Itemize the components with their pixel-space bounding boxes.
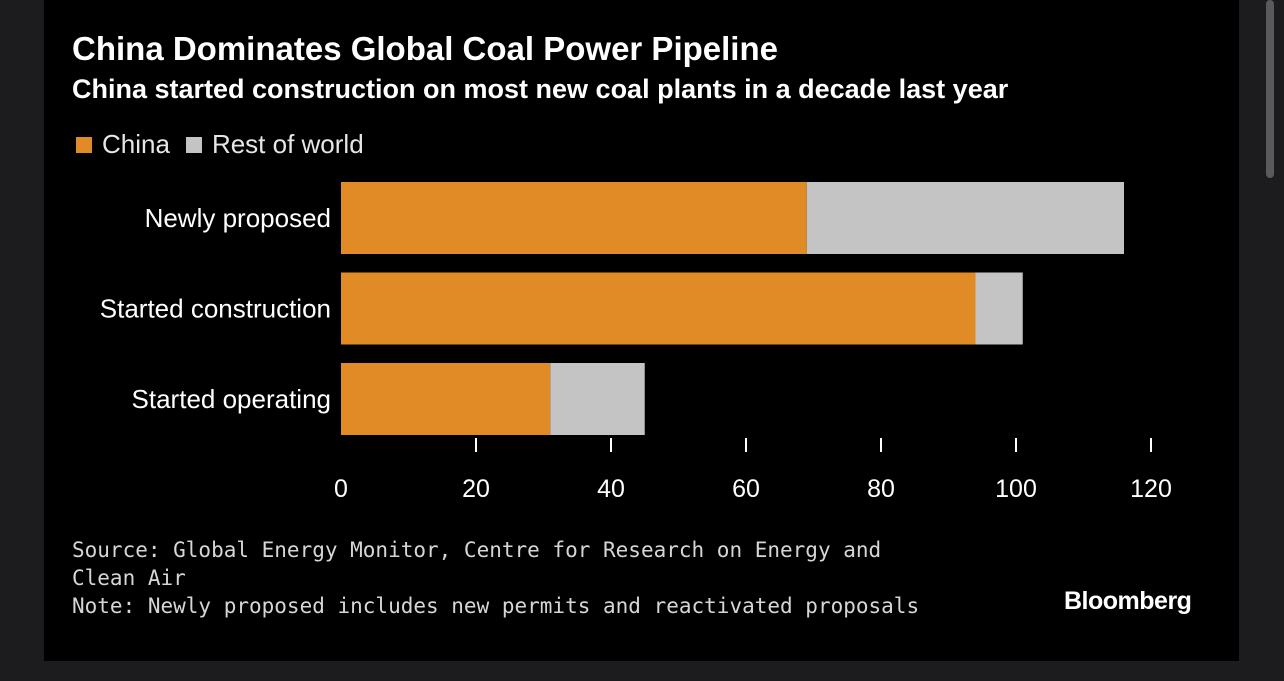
bar-started-operating-china [341, 363, 551, 435]
bar-newly-proposed-rest-of-world [806, 182, 1124, 254]
category-label-newly-proposed: Newly proposed [145, 203, 331, 233]
legend-item-rest-of-world: Rest of world [185, 129, 364, 160]
legend-label-china: China [102, 129, 170, 159]
x-tick-label-80: 80 [867, 475, 895, 503]
x-tick-label-120: 120 [1130, 475, 1172, 503]
chart-subtitle: China started construction on most new c… [72, 74, 1009, 104]
category-label-started-construction: Started construction [100, 294, 331, 324]
source-line-2: Clean Air [72, 566, 186, 590]
legend-swatch-rest-of-world [185, 136, 202, 153]
legend-swatch-china [76, 136, 92, 153]
bar-newly-proposed-china [341, 182, 807, 254]
note-line: Note: Newly proposed includes new permit… [72, 594, 920, 618]
bar-started-construction-rest-of-world [975, 272, 1023, 345]
chart-title: China Dominates Global Coal Power Pipeli… [72, 30, 778, 67]
x-tick-label-40: 40 [597, 475, 625, 503]
x-tick-label-20: 20 [462, 475, 490, 503]
scrollbar[interactable] [1266, 0, 1274, 178]
footnotes: Source: Global Energy Monitor, Centre fo… [72, 536, 932, 620]
legend-item-china: China [76, 129, 170, 160]
x-tick-label-0: 0 [334, 475, 348, 503]
bar-started-operating-rest-of-world [550, 363, 645, 435]
x-tick-label-100: 100 [995, 475, 1037, 503]
legend-label-rest-of-world: Rest of world [211, 129, 364, 159]
bar-started-construction-china [341, 272, 976, 345]
x-tick-label-60: 60 [732, 475, 760, 503]
source-line-1: Source: Global Energy Monitor, Centre fo… [72, 538, 882, 562]
category-label-started-operating: Started operating [132, 384, 331, 414]
bloomberg-logo: Bloomberg [1064, 587, 1192, 615]
legend: China Rest of world [76, 129, 380, 160]
